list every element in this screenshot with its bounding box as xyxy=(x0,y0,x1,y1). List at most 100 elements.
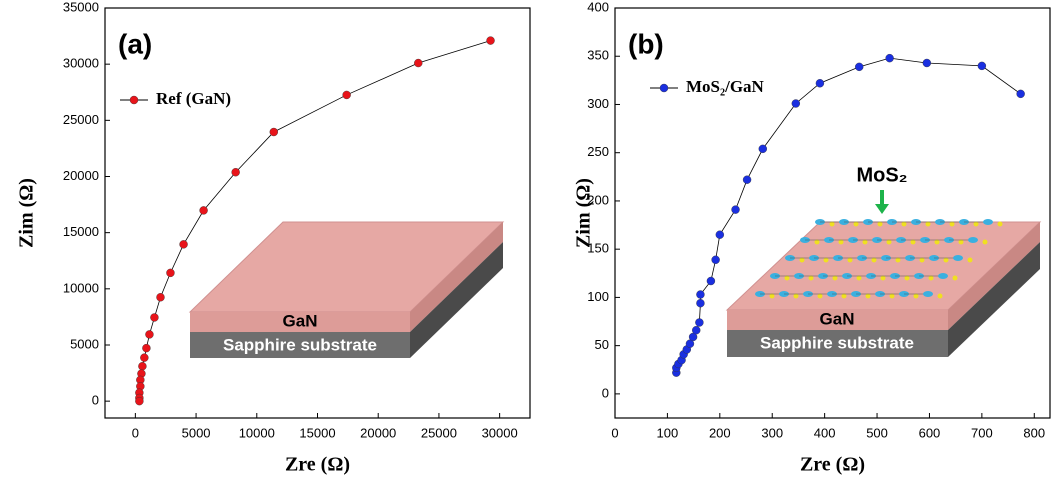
y-tick-label: 10000 xyxy=(63,280,99,295)
plot-frame xyxy=(614,7,1051,419)
gan-front xyxy=(190,312,410,332)
gan-front xyxy=(727,310,948,330)
legend-label: MoS₂/GaN xyxy=(686,77,765,96)
s-atom xyxy=(865,293,871,299)
s-atom xyxy=(871,257,877,263)
point xyxy=(758,144,767,154)
sapphire-front xyxy=(190,332,410,358)
x-tick-label: 400 xyxy=(814,425,836,440)
y-tick-label: 0 xyxy=(92,393,99,408)
s-atom xyxy=(880,275,886,281)
s-atom xyxy=(853,221,859,227)
s-atom xyxy=(886,239,892,245)
s-atom xyxy=(832,275,838,281)
point xyxy=(156,293,165,302)
s-atom xyxy=(895,257,901,263)
x-tick-label: 600 xyxy=(919,425,941,440)
point xyxy=(696,299,705,308)
x-tick-label: 5000 xyxy=(182,425,211,440)
point xyxy=(885,53,894,63)
legend-marker xyxy=(659,83,669,93)
point xyxy=(715,230,725,239)
x-tick-label: 700 xyxy=(971,425,993,440)
s-atom xyxy=(817,293,823,299)
y-tick-label: 50 xyxy=(595,337,609,352)
s-atom xyxy=(919,257,925,263)
s-atom xyxy=(949,221,955,227)
s-atom xyxy=(793,293,799,299)
point xyxy=(138,362,147,371)
s-atom xyxy=(910,239,916,245)
y-tick-label: 200 xyxy=(587,192,609,207)
y-tick-label: 30000 xyxy=(63,56,99,71)
point xyxy=(977,61,987,71)
point xyxy=(692,326,701,335)
s-atom xyxy=(814,239,820,245)
mo-atom xyxy=(938,273,948,279)
y-tick-label: 300 xyxy=(587,96,609,111)
mo-atom xyxy=(968,237,978,243)
y-tick-label: 35000 xyxy=(63,0,99,14)
point xyxy=(1016,89,1025,99)
s-atom xyxy=(829,221,835,227)
sapphire-side xyxy=(410,242,503,358)
inset-label: GaN xyxy=(283,311,318,330)
point xyxy=(922,58,932,68)
x-tick-label: 800 xyxy=(1023,425,1045,440)
arrow-head xyxy=(875,204,889,214)
point xyxy=(706,276,716,286)
sapphire-side xyxy=(948,242,1040,357)
s-atom xyxy=(808,275,814,281)
x-tick-label: 300 xyxy=(761,425,783,440)
s-atom xyxy=(877,221,883,227)
s-atom xyxy=(823,257,829,263)
x-tick-label: 0 xyxy=(132,425,139,440)
x-tick-label: 30000 xyxy=(482,425,518,440)
x-axis-label: Zre (Ω) xyxy=(800,454,865,476)
s-atom xyxy=(904,275,910,281)
s-atom xyxy=(889,293,895,299)
mo-atom xyxy=(923,291,933,297)
point xyxy=(711,255,720,264)
x-tick-label: 100 xyxy=(657,425,679,440)
point xyxy=(199,206,208,215)
x-axis-label: Zre (Ω) xyxy=(285,454,350,476)
mo-atom xyxy=(953,255,963,261)
y-tick-label: 25000 xyxy=(63,112,99,127)
inset-a: GaN Sapphire substrate xyxy=(188,221,505,358)
y-tick-label: 100 xyxy=(587,289,609,304)
point xyxy=(231,168,240,177)
y-axis-label: Zim (Ω) xyxy=(573,178,595,248)
point xyxy=(696,290,705,299)
inset-label: GaN xyxy=(820,309,855,328)
mos2-lattice xyxy=(755,219,1003,299)
inset-b: GaN Sapphire substrate MoS₂ xyxy=(725,164,1042,357)
y-tick-label: 350 xyxy=(587,48,609,63)
gan-side xyxy=(410,222,503,332)
y-tick-label: 0 xyxy=(602,385,609,400)
gan-side xyxy=(948,222,1040,330)
sapphire-front xyxy=(727,330,948,357)
s-atom xyxy=(847,257,853,263)
inset-label: Sapphire substrate xyxy=(223,335,377,354)
y-tick-label: 5000 xyxy=(70,336,99,351)
x-tick-label: 15000 xyxy=(299,425,335,440)
point xyxy=(269,127,278,137)
point xyxy=(791,99,801,108)
s-atom xyxy=(862,239,868,245)
point xyxy=(166,268,175,278)
y-tick-label: 20000 xyxy=(63,168,99,183)
s-atom xyxy=(925,221,931,227)
inset-label: MoS₂ xyxy=(856,164,907,186)
s-atom xyxy=(784,275,790,281)
s-atom xyxy=(973,221,979,227)
panel-label: (b) xyxy=(628,28,664,59)
y-tick-label: 400 xyxy=(587,0,609,14)
y-axis-label: Zim (Ω) xyxy=(16,178,38,248)
s-atom xyxy=(913,293,919,299)
s-atom xyxy=(856,275,862,281)
y-tick-label: 150 xyxy=(587,241,609,256)
s-atom xyxy=(799,257,805,263)
x-tick-label: 20000 xyxy=(360,425,396,440)
